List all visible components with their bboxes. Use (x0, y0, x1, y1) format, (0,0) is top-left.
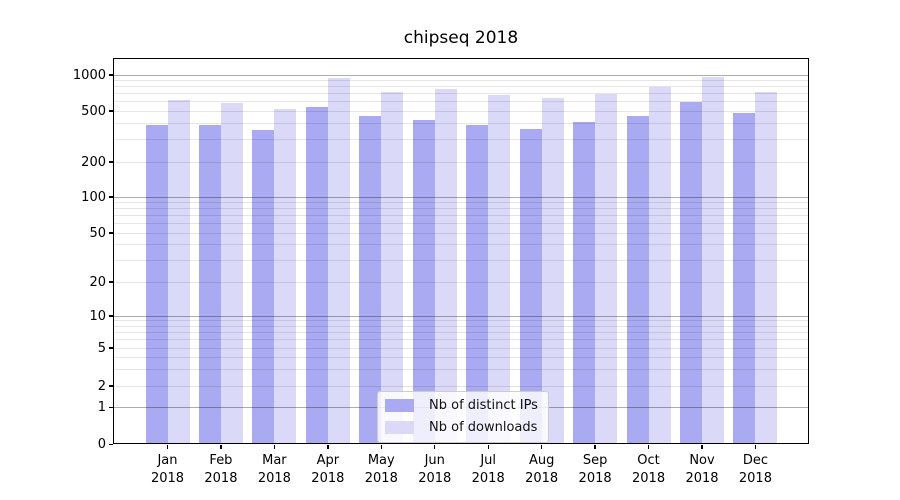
legend: Nb of distinct IPs Nb of downloads (377, 391, 549, 443)
legend-label-downloads: Nb of downloads (429, 420, 538, 435)
x-tick-month-sep: Sep (582, 453, 608, 468)
x-tick-label-dec: Dec 2018 (723, 452, 787, 487)
y-tick-label-20: 20 (89, 274, 106, 290)
x-tick-month-oct: Oct (637, 453, 660, 468)
y-tick-label-1000: 1000 (72, 67, 106, 83)
legend-item-downloads: Nb of downloads (385, 420, 538, 435)
x-tick-label-mar: Mar 2018 (242, 452, 306, 487)
x-tick-mark-jul (487, 444, 489, 449)
y-tick-mark-0 (109, 443, 113, 446)
x-tick-month-mar: Mar (262, 453, 287, 468)
legend-swatch-downloads (385, 421, 414, 434)
y-tick-label-100: 100 (81, 189, 106, 205)
legend-label-distinct-ips: Nb of distinct IPs (429, 398, 538, 413)
x-tick-mark-mar (273, 444, 276, 449)
chart-title: chipseq 2018 (403, 28, 519, 48)
x-tick-year-aug: 2018 (525, 470, 559, 486)
x-tick-month-aug: Aug (528, 453, 555, 468)
x-tick-label-aug: Aug 2018 (510, 452, 574, 487)
x-tick-mark-oct (647, 444, 650, 449)
x-tick-year-may: 2018 (364, 470, 398, 486)
x-tick-mark-jun (434, 444, 436, 449)
x-tick-year-feb: 2018 (204, 470, 238, 486)
y-tick-label-500: 500 (81, 103, 106, 119)
x-tick-month-jan: Jan (157, 453, 178, 468)
x-tick-label-jun: Jun 2018 (403, 452, 467, 487)
x-tick-month-may: May (367, 453, 395, 468)
x-tick-month-jun: Jun (424, 453, 445, 468)
x-tick-mark-aug (540, 444, 543, 449)
x-tick-year-mar: 2018 (257, 470, 291, 486)
y-tick-label-0: 0 (97, 437, 106, 452)
x-tick-year-sep: 2018 (578, 470, 612, 486)
y-tick-label-50: 50 (89, 225, 106, 241)
y-tick-label-200: 200 (81, 154, 106, 170)
x-tick-month-dec: Dec (742, 453, 769, 468)
x-tick-label-feb: Feb 2018 (189, 452, 253, 487)
plot-border (112, 57, 809, 444)
x-tick-year-oct: 2018 (632, 470, 666, 486)
x-tick-year-jan: 2018 (150, 470, 185, 486)
x-tick-mark-feb (220, 444, 222, 449)
legend-swatch-distinct-ips (385, 399, 414, 412)
x-tick-label-oct: Oct 2018 (617, 452, 681, 487)
x-tick-year-apr: 2018 (311, 470, 345, 486)
y-tick-label-1: 1 (97, 400, 106, 415)
y-tick-label-5: 5 (97, 340, 106, 356)
x-tick-year-dec: 2018 (738, 470, 772, 486)
x-tick-label-sep: Sep 2018 (563, 452, 627, 487)
x-tick-mark-apr (327, 444, 329, 449)
x-tick-mark-nov (701, 444, 703, 449)
x-tick-year-jun: 2018 (418, 470, 452, 486)
x-tick-month-feb: Feb (209, 453, 233, 468)
legend-item-distinct-ips: Nb of distinct IPs (385, 398, 538, 413)
y-tick-label-10: 10 (89, 308, 106, 324)
x-tick-mark-dec (754, 444, 757, 449)
x-tick-label-nov: Nov 2018 (670, 452, 734, 487)
x-tick-month-jul: Jul (480, 453, 497, 468)
x-tick-label-apr: Apr 2018 (296, 452, 360, 487)
x-tick-mark-jan (166, 444, 169, 449)
y-tick-label-2: 2 (97, 378, 106, 394)
x-tick-year-nov: 2018 (685, 470, 719, 486)
x-tick-month-nov: Nov (689, 453, 715, 468)
x-tick-mark-sep (594, 444, 596, 449)
x-tick-year-jul: 2018 (471, 470, 505, 486)
x-tick-label-jan: Jan 2018 (136, 452, 200, 487)
x-tick-label-may: May 2018 (349, 452, 413, 487)
x-tick-month-apr: Apr (316, 453, 340, 468)
x-tick-mark-may (380, 444, 382, 449)
x-tick-label-jul: Jul 2018 (456, 452, 520, 487)
